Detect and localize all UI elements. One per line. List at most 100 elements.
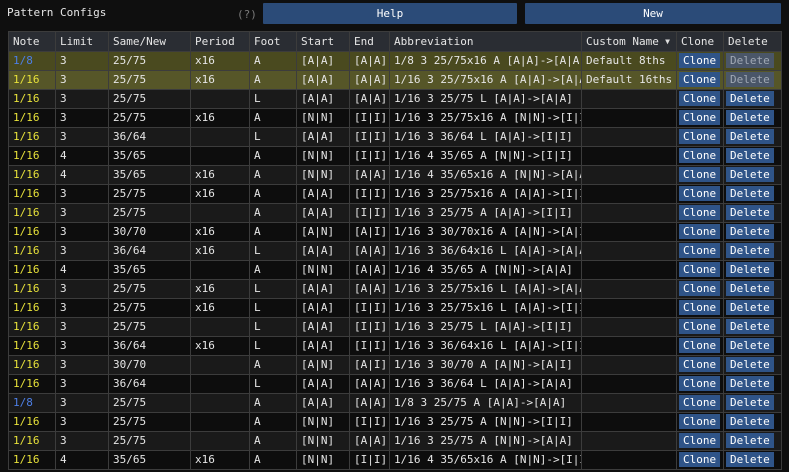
new-button[interactable]: New xyxy=(525,3,781,24)
delete-cell: Delete xyxy=(723,108,782,128)
table-row[interactable]: 1/8 3 25/75 x16 A [A|A] [A|A] 1/8 3 25/75x16 A … xyxy=(8,51,782,71)
delete-button[interactable]: Delete xyxy=(726,243,774,258)
delete-button[interactable]: Delete xyxy=(726,452,774,467)
column-header-custom-name[interactable]: Custom Name ▼ xyxy=(581,31,677,52)
limit-cell: 3 xyxy=(55,51,109,71)
delete-button[interactable]: Delete xyxy=(726,262,774,277)
clone-button[interactable]: Clone xyxy=(679,205,721,220)
column-header-period[interactable]: Period xyxy=(190,31,250,52)
delete-button[interactable]: Delete xyxy=(726,148,774,163)
delete-button[interactable]: Delete xyxy=(726,110,774,125)
table-header-row: Note Limit Same/New Period Foot Start En… xyxy=(8,31,782,52)
table-row[interactable]: 1/16 3 25/75 A [A|A] [I|I] 1/16 3 25/75 A [A|A… xyxy=(8,203,782,223)
delete-button[interactable]: Delete xyxy=(726,91,774,106)
table-row[interactable]: 1/16 3 25/75 L [A|A] [I|I] 1/16 3 25/75 L [A|A… xyxy=(8,317,782,337)
table-row[interactable]: 1/16 3 30/70 A [A|N] [A|I] 1/16 3 30/70 A [A|N… xyxy=(8,355,782,375)
window-title: Pattern Configs xyxy=(7,6,107,19)
delete-button[interactable]: Delete xyxy=(726,433,774,448)
clone-button[interactable]: Clone xyxy=(679,53,721,68)
table-row[interactable]: 1/16 3 36/64 L [A|A] [I|I] 1/16 3 36/64 L [A|A… xyxy=(8,127,782,147)
column-header-start[interactable]: Start xyxy=(296,31,350,52)
note-cell: 1/16 xyxy=(8,355,56,375)
table-row[interactable]: 1/16 3 30/70 x16 A [A|N] [A|I] 1/16 3 30/70x16 … xyxy=(8,222,782,242)
delete-cell: Delete xyxy=(723,336,782,356)
limit-cell: 3 xyxy=(55,336,109,356)
clone-button[interactable]: Clone xyxy=(679,167,721,182)
table-row[interactable]: 1/16 3 25/75 A [N|N] [I|I] 1/16 3 25/75 A [N|N… xyxy=(8,412,782,432)
table-row[interactable]: 1/16 3 25/75 A [N|N] [A|A] 1/16 3 25/75 A [N|N… xyxy=(8,431,782,451)
start-cell: [N|N] xyxy=(296,260,350,280)
delete-button[interactable]: Delete xyxy=(726,281,774,296)
delete-button[interactable]: Delete xyxy=(726,186,774,201)
clone-button[interactable]: Clone xyxy=(679,243,721,258)
clone-button[interactable]: Clone xyxy=(679,395,721,410)
pattern-configs-table: Note Limit Same/New Period Foot Start En… xyxy=(8,31,782,470)
table-row[interactable]: 1/16 3 36/64 L [A|A] [A|A] 1/16 3 36/64 L [A|A… xyxy=(8,374,782,394)
clone-button[interactable]: Clone xyxy=(679,110,721,125)
column-header-foot[interactable]: Foot xyxy=(249,31,297,52)
table-row[interactable]: 1/16 4 35/65 x16 A [N|N] [I|I] 1/16 4 35/65x16 … xyxy=(8,450,782,470)
delete-button[interactable]: Delete xyxy=(726,53,774,68)
limit-cell: 4 xyxy=(55,146,109,166)
clone-button[interactable]: Clone xyxy=(679,281,721,296)
delete-button[interactable]: Delete xyxy=(726,338,774,353)
limit-cell: 3 xyxy=(55,393,109,413)
clone-button[interactable]: Clone xyxy=(679,224,721,239)
delete-button[interactable]: Delete xyxy=(726,224,774,239)
clone-button[interactable]: Clone xyxy=(679,262,721,277)
delete-button[interactable]: Delete xyxy=(726,129,774,144)
delete-button[interactable]: Delete xyxy=(726,414,774,429)
clone-button[interactable]: Clone xyxy=(679,376,721,391)
delete-cell: Delete xyxy=(723,222,782,242)
column-header-same-new[interactable]: Same/New xyxy=(108,31,191,52)
table-row[interactable]: 1/16 3 25/75 L [A|A] [A|A] 1/16 3 25/75 L [A|A… xyxy=(8,89,782,109)
clone-button[interactable]: Clone xyxy=(679,129,721,144)
table-row[interactable]: 1/16 4 35/65 A [N|N] [I|I] 1/16 4 35/65 A [N|N… xyxy=(8,146,782,166)
clone-button[interactable]: Clone xyxy=(679,357,721,372)
delete-button[interactable]: Delete xyxy=(726,376,774,391)
delete-button[interactable]: Delete xyxy=(726,357,774,372)
table-row[interactable]: 1/8 3 25/75 A [A|A] [A|A] 1/8 3 25/75 A [A|A]-… xyxy=(8,393,782,413)
custom-name-cell xyxy=(581,241,677,261)
clone-button[interactable]: Clone xyxy=(679,72,721,87)
table-row[interactable]: 1/16 3 36/64 x16 L [A|A] [A|A] 1/16 3 36/64x16 … xyxy=(8,241,782,261)
period-cell: x16 xyxy=(190,222,250,242)
column-header-end[interactable]: End xyxy=(349,31,390,52)
clone-button[interactable]: Clone xyxy=(679,414,721,429)
delete-button[interactable]: Delete xyxy=(726,205,774,220)
table-row[interactable]: 1/16 3 25/75 x16 L [A|A] [I|I] 1/16 3 25/75x16 … xyxy=(8,298,782,318)
clone-cell: Clone xyxy=(676,203,724,223)
clone-button[interactable]: Clone xyxy=(679,433,721,448)
clone-button[interactable]: Clone xyxy=(679,91,721,106)
custom-name-cell xyxy=(581,298,677,318)
delete-button[interactable]: Delete xyxy=(726,72,774,87)
help-button[interactable]: Help xyxy=(263,3,517,24)
clone-button[interactable]: Clone xyxy=(679,148,721,163)
column-header-note[interactable]: Note xyxy=(8,31,56,52)
table-row[interactable]: 1/16 4 35/65 x16 A [N|N] [A|A] 1/16 4 35/65x16 … xyxy=(8,165,782,185)
table-row[interactable]: 1/16 4 35/65 A [N|N] [A|A] 1/16 4 35/65 A [N|N… xyxy=(8,260,782,280)
clone-button[interactable]: Clone xyxy=(679,338,721,353)
column-header-abbreviation[interactable]: Abbreviation xyxy=(389,31,582,52)
sort-descending-icon[interactable]: ▼ xyxy=(665,36,670,46)
column-header-limit[interactable]: Limit xyxy=(55,31,109,52)
start-cell: [A|N] xyxy=(296,222,350,242)
delete-button[interactable]: Delete xyxy=(726,395,774,410)
delete-button[interactable]: Delete xyxy=(726,167,774,182)
table-row[interactable]: 1/16 3 25/75 x16 L [A|A] [A|A] 1/16 3 25/75x16 … xyxy=(8,279,782,299)
help-hint-icon[interactable]: (?) xyxy=(237,8,257,21)
foot-cell: L xyxy=(249,241,297,261)
table-row[interactable]: 1/16 3 25/75 x16 A [N|N] [I|I] 1/16 3 25/75x16 … xyxy=(8,108,782,128)
delete-button[interactable]: Delete xyxy=(726,300,774,315)
clone-button[interactable]: Clone xyxy=(679,186,721,201)
same-new-cell: 36/64 xyxy=(108,241,191,261)
end-cell: [A|I] xyxy=(349,355,390,375)
end-cell: [I|I] xyxy=(349,127,390,147)
clone-button[interactable]: Clone xyxy=(679,319,721,334)
table-row[interactable]: 1/16 3 25/75 x16 A [A|A] [I|I] 1/16 3 25/75x16 … xyxy=(8,184,782,204)
delete-button[interactable]: Delete xyxy=(726,319,774,334)
table-row[interactable]: 1/16 3 25/75 x16 A [A|A] [A|A] 1/16 3 25/75x16 … xyxy=(8,70,782,90)
clone-button[interactable]: Clone xyxy=(679,452,721,467)
table-row[interactable]: 1/16 3 36/64 x16 L [A|A] [I|I] 1/16 3 36/64x16 … xyxy=(8,336,782,356)
clone-button[interactable]: Clone xyxy=(679,300,721,315)
